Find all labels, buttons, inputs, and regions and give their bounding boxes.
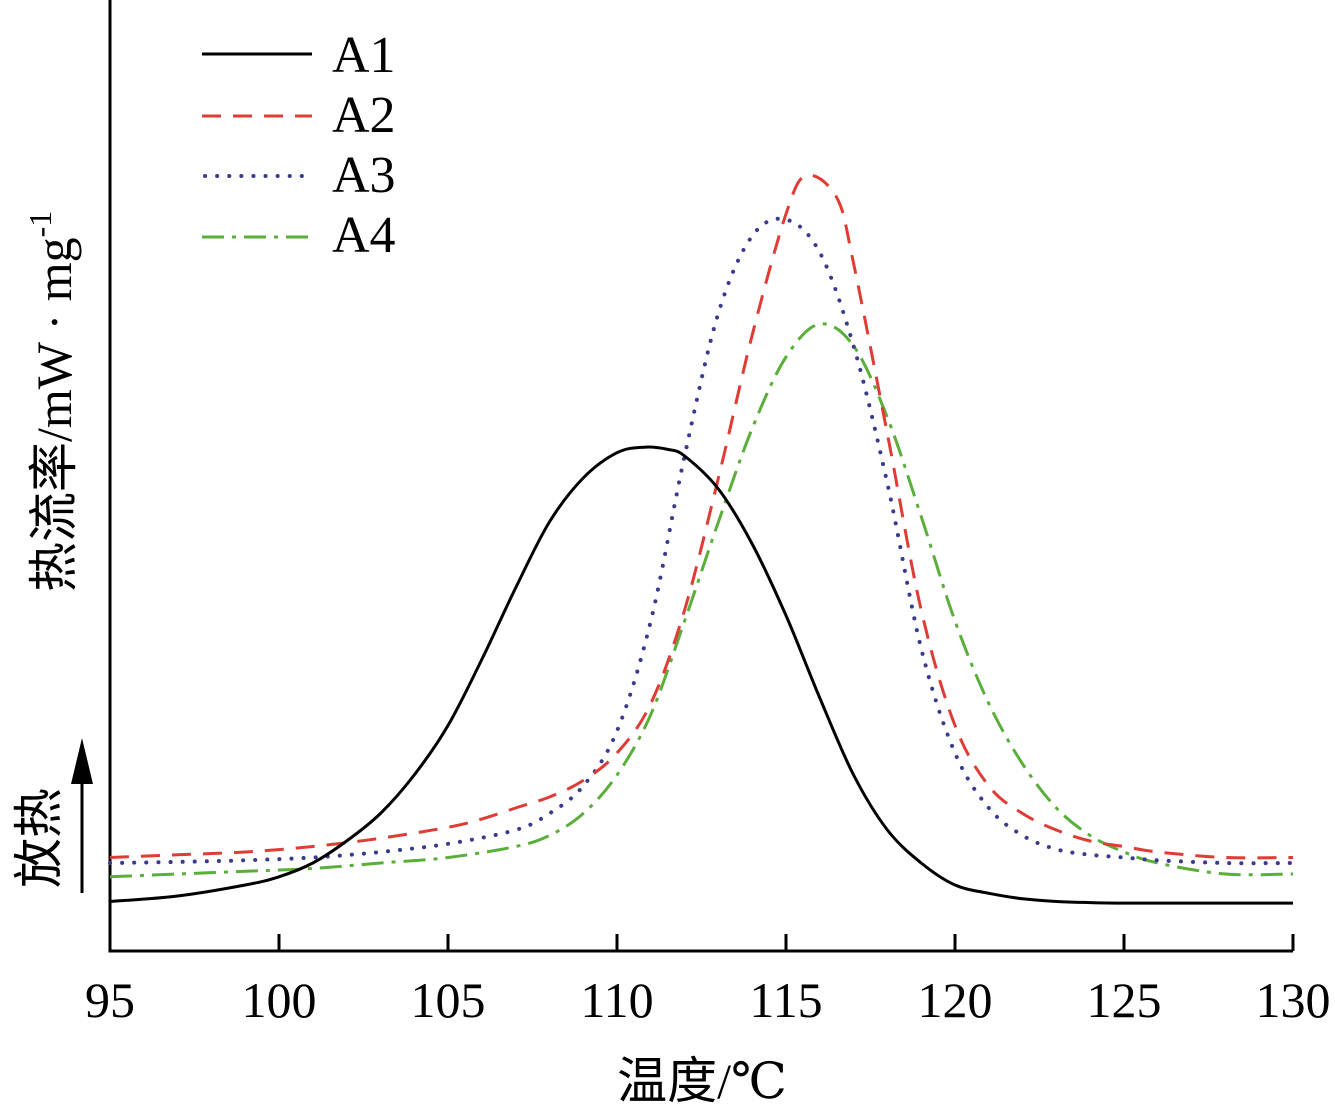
y-axis-title: 热流率/mW · mg-1 xyxy=(22,211,82,592)
x-axis-title: 温度/℃ xyxy=(617,1053,787,1109)
x-ticks: 95 100 105 110 115 120 125 130 xyxy=(85,934,1331,1028)
series-layer xyxy=(108,173,1295,905)
legend-label-a4: A4 xyxy=(332,207,396,264)
exotherm-indicator: 放热 xyxy=(11,738,93,893)
series-line-a4 xyxy=(109,322,1294,879)
legend: A1 A2 A3 A4 xyxy=(202,27,396,264)
exotherm-arrow-head-icon xyxy=(71,738,93,784)
x-tick-label-105: 105 xyxy=(411,972,486,1028)
y-axis-title-superscript: -1 xyxy=(22,211,58,238)
svg-text:热流率/mW · mg-1: 热流率/mW · mg-1 xyxy=(22,211,82,592)
x-tick-label-110: 110 xyxy=(580,972,653,1028)
x-tick-label-120: 120 xyxy=(918,972,993,1028)
x-tick-label-130: 130 xyxy=(1256,972,1331,1028)
series-line-a1 xyxy=(109,445,1293,905)
legend-label-a3: A3 xyxy=(332,147,396,204)
x-tick-label-115: 115 xyxy=(749,972,822,1028)
y-axis-title-text: 热流率/mW · mg xyxy=(26,237,82,592)
series-line-a2 xyxy=(109,173,1294,860)
legend-label-a2: A2 xyxy=(332,87,396,144)
exotherm-label: 放热 xyxy=(11,788,67,888)
legend-label-a1: A1 xyxy=(332,27,396,84)
x-tick-label-125: 125 xyxy=(1087,972,1162,1028)
x-tick-label-100: 100 xyxy=(242,972,317,1028)
x-tick-label-95: 95 xyxy=(85,972,135,1028)
